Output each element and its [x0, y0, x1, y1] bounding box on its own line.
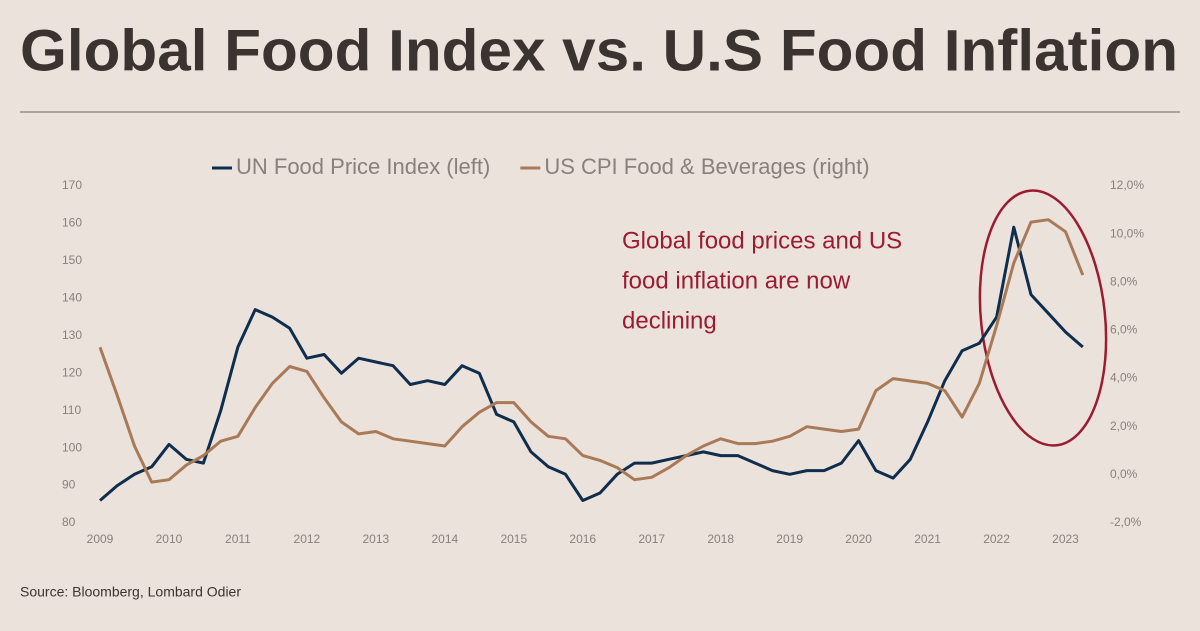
y-tick-label: 150 — [62, 253, 82, 267]
x-tick-label: 2016 — [569, 532, 596, 546]
x-tick-label: 2020 — [845, 532, 872, 546]
y-tick-label: 120 — [62, 365, 82, 379]
y2-tick-label: 10,0% — [1110, 226, 1144, 240]
annotation: Global food prices and US — [622, 227, 902, 254]
annotation: food inflation are now — [622, 267, 851, 294]
y-tick-label: 80 — [62, 515, 76, 529]
chart-title: Global Food Index vs. U.S Food Inflation — [20, 18, 1178, 83]
series-line — [98, 218, 1085, 484]
y-tick-label: 140 — [62, 291, 82, 305]
x-tick-label: 2009 — [87, 532, 114, 546]
legend-label: UN Food Price Index (left) — [236, 154, 490, 179]
y2-tick-label: 6,0% — [1110, 323, 1138, 337]
y2-tick-label: 4,0% — [1110, 371, 1138, 385]
legend-label: US CPI Food & Beverages (right) — [544, 154, 869, 179]
y2-tick-label: 0,0% — [1110, 467, 1138, 481]
x-tick-label: 2012 — [294, 532, 321, 546]
y-tick-label: 100 — [62, 440, 82, 454]
x-tick-label: 2023 — [1052, 532, 1079, 546]
y2-tick-label: 8,0% — [1110, 274, 1138, 288]
y-tick-label: 160 — [62, 216, 82, 230]
annotation: declining — [622, 307, 717, 334]
y2-tick-label: 12,0% — [1110, 178, 1144, 192]
x-tick-label: 2017 — [638, 532, 665, 546]
x-tick-label: 2021 — [914, 532, 941, 546]
x-tick-label: 2013 — [363, 532, 390, 546]
y2-tick-label: 2,0% — [1110, 419, 1138, 433]
y-tick-label: 130 — [62, 328, 82, 342]
y-tick-label: 110 — [62, 403, 81, 417]
x-tick-label: 2022 — [983, 532, 1010, 546]
y-tick-label: 170 — [62, 178, 82, 192]
highlight-ellipse — [978, 189, 1108, 447]
x-tick-label: 2011 — [225, 532, 251, 546]
x-tick-label: 2014 — [431, 532, 458, 546]
y2-tick-label: -2,0% — [1110, 515, 1142, 529]
x-tick-label: 2019 — [776, 532, 803, 546]
source: Source: Bloomberg, Lombard Odier — [20, 584, 241, 600]
series-line — [99, 225, 1084, 502]
x-tick-label: 2015 — [500, 532, 527, 546]
x-tick-label: 2018 — [707, 532, 734, 546]
x-tick-label: 2010 — [156, 532, 183, 546]
y-tick-label: 90 — [62, 478, 76, 492]
